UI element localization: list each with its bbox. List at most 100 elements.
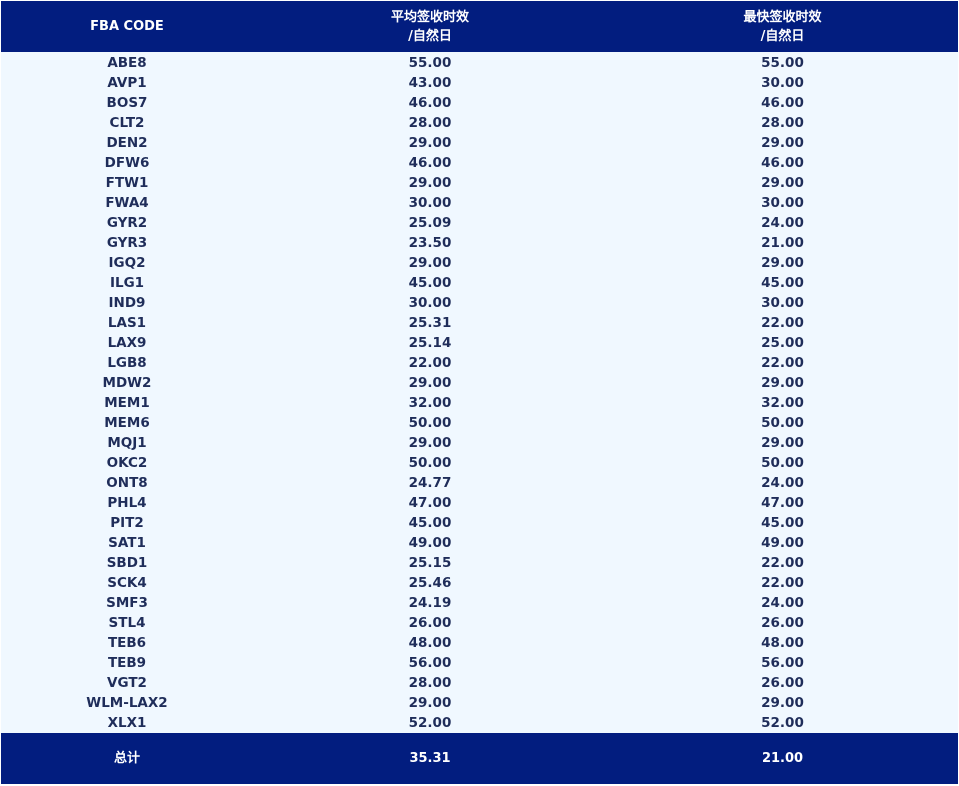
total-avg: 35.31 <box>409 751 451 766</box>
cell-fastest-days: 28.00 <box>761 115 804 131</box>
table-row: ILG1 45.00 45.00 <box>1 273 958 293</box>
header-fastest-line2: /自然日 <box>760 28 805 44</box>
table-row: AVP1 43.00 30.00 <box>1 73 958 93</box>
table-row: LAX9 25.14 25.00 <box>1 333 958 353</box>
cell-fba-code: PIT2 <box>110 515 144 531</box>
cell-fastest-days: 29.00 <box>761 375 804 391</box>
cell-fastest-days: 24.00 <box>761 215 804 231</box>
cell-avg-days: 52.00 <box>408 715 452 731</box>
header-avg-line1: 平均签收时效 <box>390 9 469 25</box>
table-header: FBA CODE 平均签收时效 /自然日 最快签收时效 /自然日 <box>1 1 958 52</box>
cell-avg-days: 32.00 <box>408 395 452 411</box>
cell-fba-code: MEM1 <box>104 395 150 411</box>
cell-fba-code: DFW6 <box>104 155 150 171</box>
cell-fastest-days: 50.00 <box>761 415 804 431</box>
table-row: IGQ2 29.00 29.00 <box>1 253 958 273</box>
cell-fba-code: SBD1 <box>106 555 148 571</box>
header-avg-delivery: 平均签收时效 /自然日 <box>253 8 607 46</box>
table-row: LGB8 22.00 22.00 <box>1 353 958 373</box>
cell-avg-days: 23.50 <box>408 235 452 251</box>
table-row: GYR2 25.09 24.00 <box>1 213 958 233</box>
table-row: MQJ1 29.00 29.00 <box>1 433 958 453</box>
cell-fastest-days: 22.00 <box>761 355 804 371</box>
cell-fastest-days: 50.00 <box>761 455 804 471</box>
cell-avg-days: 50.00 <box>408 455 452 471</box>
table-row: DEN2 29.00 29.00 <box>1 133 958 153</box>
cell-avg-days: 28.00 <box>408 675 452 691</box>
table-row: VGT2 28.00 26.00 <box>1 673 958 693</box>
cell-fastest-days: 46.00 <box>761 95 804 111</box>
table-row: FWA4 30.00 30.00 <box>1 193 958 213</box>
table-row: TEB9 56.00 56.00 <box>1 653 958 673</box>
cell-fastest-days: 48.00 <box>761 635 804 651</box>
cell-fba-code: ILG1 <box>109 275 145 291</box>
cell-fastest-days: 26.00 <box>761 675 804 691</box>
cell-fastest-days: 30.00 <box>761 195 804 211</box>
cell-fastest-days: 55.00 <box>761 55 804 71</box>
cell-fastest-days: 46.00 <box>761 155 804 171</box>
cell-fastest-days: 45.00 <box>761 275 804 291</box>
cell-fastest-days: 22.00 <box>761 555 804 571</box>
cell-fba-code: DEN2 <box>106 135 148 151</box>
table-row: BOS7 46.00 46.00 <box>1 93 958 113</box>
cell-fastest-days: 25.00 <box>761 335 804 351</box>
table-row: MEM1 32.00 32.00 <box>1 393 958 413</box>
cell-avg-days: 29.00 <box>408 175 452 191</box>
table-row: ONT8 24.77 24.00 <box>1 473 958 493</box>
cell-avg-days: 30.00 <box>408 195 452 211</box>
cell-fba-code: VGT2 <box>107 675 147 691</box>
table-row: MDW2 29.00 29.00 <box>1 373 958 393</box>
cell-fba-code: XLX1 <box>107 715 147 731</box>
cell-avg-days: 43.00 <box>408 75 452 91</box>
cell-avg-days: 56.00 <box>408 655 452 671</box>
cell-fastest-days: 26.00 <box>761 615 804 631</box>
table-row: ABE8 55.00 55.00 <box>1 53 958 73</box>
cell-avg-days: 25.09 <box>408 215 452 231</box>
cell-fba-code: IGQ2 <box>108 255 146 271</box>
cell-avg-days: 46.00 <box>408 95 452 111</box>
cell-fba-code: WLM-LAX2 <box>86 695 168 711</box>
table-row: PHL4 47.00 47.00 <box>1 493 958 513</box>
cell-avg-days: 25.14 <box>408 335 452 351</box>
cell-avg-days: 50.00 <box>408 415 452 431</box>
table-row: DFW6 46.00 46.00 <box>1 153 958 173</box>
cell-avg-days: 29.00 <box>408 695 452 711</box>
cell-fba-code: ONT8 <box>106 475 148 491</box>
cell-fastest-days: 22.00 <box>761 575 804 591</box>
cell-avg-days: 47.00 <box>408 495 452 511</box>
cell-fba-code: FWA4 <box>105 195 149 211</box>
cell-fastest-days: 29.00 <box>761 435 804 451</box>
table-row: TEB6 48.00 48.00 <box>1 633 958 653</box>
cell-fastest-days: 56.00 <box>761 655 804 671</box>
table-row: OKC2 50.00 50.00 <box>1 453 958 473</box>
cell-fastest-days: 29.00 <box>761 255 804 271</box>
cell-avg-days: 46.00 <box>408 155 452 171</box>
total-label: 总计 <box>113 751 140 766</box>
cell-avg-days: 26.00 <box>408 615 452 631</box>
cell-fastest-days: 30.00 <box>761 295 804 311</box>
cell-fba-code: GYR3 <box>106 235 148 251</box>
cell-fba-code: IND9 <box>108 295 146 311</box>
cell-avg-days: 24.19 <box>408 595 452 611</box>
cell-avg-days: 24.77 <box>408 475 452 491</box>
cell-fastest-days: 52.00 <box>761 715 804 731</box>
cell-avg-days: 45.00 <box>408 275 452 291</box>
cell-fastest-days: 32.00 <box>761 395 804 411</box>
cell-fba-code: AVP1 <box>107 75 147 91</box>
cell-fba-code: MEM6 <box>104 415 150 431</box>
header-avg-line2: /自然日 <box>408 28 452 44</box>
cell-avg-days: 25.15 <box>408 555 452 571</box>
cell-fba-code: STL4 <box>108 615 146 631</box>
cell-fastest-days: 24.00 <box>761 475 804 491</box>
cell-fastest-days: 29.00 <box>761 135 804 151</box>
table-row: LAS1 25.31 22.00 <box>1 313 958 333</box>
cell-fastest-days: 49.00 <box>761 535 804 551</box>
cell-fba-code: LGB8 <box>107 355 147 371</box>
cell-fba-code: MQJ1 <box>107 435 147 451</box>
cell-fastest-days: 30.00 <box>761 75 804 91</box>
cell-fba-code: SCK4 <box>107 575 147 591</box>
cell-fba-code: TEB6 <box>107 635 147 651</box>
cell-avg-days: 22.00 <box>408 355 452 371</box>
cell-fba-code: GYR2 <box>106 215 148 231</box>
